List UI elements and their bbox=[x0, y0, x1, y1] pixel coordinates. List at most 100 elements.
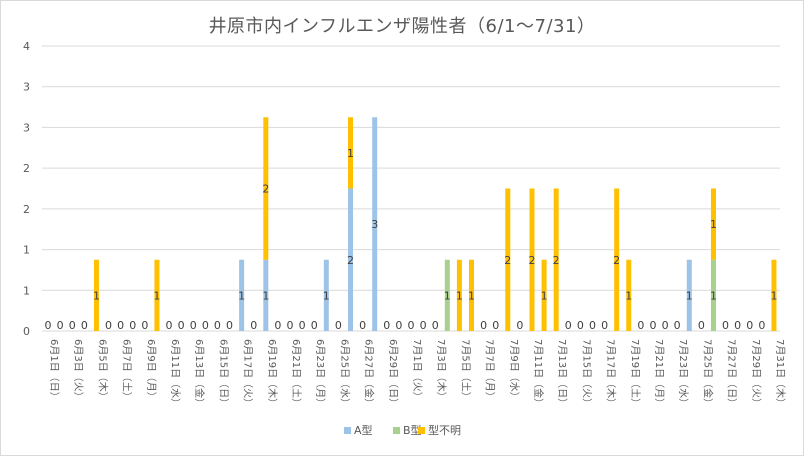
data-label: 1 bbox=[710, 289, 717, 302]
data-label: 0 bbox=[190, 319, 197, 332]
data-label: 2 bbox=[528, 254, 535, 267]
bar-segment bbox=[348, 188, 354, 331]
data-label: 1 bbox=[686, 289, 693, 302]
data-label: 0 bbox=[274, 319, 281, 332]
data-label: 1 bbox=[625, 289, 632, 302]
y-tick-label: 0 bbox=[23, 325, 30, 338]
x-tick-label: 7月23日（水） bbox=[677, 339, 689, 408]
bar-segment bbox=[263, 117, 269, 260]
data-label: 0 bbox=[565, 319, 572, 332]
x-tick-label: 7月21日（月） bbox=[653, 339, 665, 408]
data-label: 0 bbox=[141, 319, 148, 332]
bar-segment bbox=[323, 259, 329, 331]
x-tick-label: 6月27日（金） bbox=[363, 339, 376, 408]
data-label: 0 bbox=[45, 319, 52, 332]
data-label: 1 bbox=[456, 289, 463, 302]
y-tick-label: 4 bbox=[23, 40, 30, 53]
bar-segment bbox=[686, 259, 692, 331]
bar-segment bbox=[93, 259, 99, 331]
data-label: 1 bbox=[468, 289, 475, 302]
x-tick-label: 7月31日（木） bbox=[774, 339, 786, 408]
data-label: 0 bbox=[516, 319, 523, 332]
data-label: 0 bbox=[395, 319, 402, 332]
x-tick-label: 6月21日（土） bbox=[290, 339, 303, 408]
data-label: 0 bbox=[662, 319, 669, 332]
data-label: 0 bbox=[299, 319, 306, 332]
data-label: 0 bbox=[335, 319, 342, 332]
y-tick-label: 1 bbox=[23, 284, 30, 297]
y-tick-label: 3 bbox=[23, 121, 30, 134]
x-tick-label: 7月25日（金） bbox=[701, 339, 714, 408]
data-label: 0 bbox=[166, 319, 173, 332]
data-label: 0 bbox=[601, 319, 608, 332]
y-tick-label: 1 bbox=[23, 244, 30, 257]
bar-segment bbox=[626, 259, 632, 331]
data-label: 2 bbox=[262, 183, 269, 196]
data-label: 0 bbox=[420, 319, 427, 332]
data-label: 3 bbox=[371, 218, 378, 231]
data-label: 2 bbox=[553, 254, 560, 267]
x-tick-label: 6月5日（木） bbox=[96, 339, 108, 402]
data-label: 0 bbox=[432, 319, 439, 332]
data-label: 0 bbox=[722, 319, 729, 332]
data-label: 0 bbox=[698, 319, 705, 332]
bar-segment bbox=[456, 259, 462, 331]
x-tick-label: 7月13日（日） bbox=[556, 339, 568, 408]
legend-swatch bbox=[418, 427, 425, 434]
x-tick-label: 7月7日（月） bbox=[484, 339, 496, 402]
x-tick-label: 6月3日（火） bbox=[72, 339, 84, 402]
data-label: 0 bbox=[480, 319, 487, 332]
data-label: 0 bbox=[577, 319, 584, 332]
data-label: 1 bbox=[770, 289, 777, 302]
data-label: 0 bbox=[226, 319, 233, 332]
x-tick-label: 6月1日（日） bbox=[48, 339, 60, 402]
data-label: 0 bbox=[214, 319, 221, 332]
data-label: 0 bbox=[383, 319, 390, 332]
data-label: 0 bbox=[492, 319, 499, 332]
legend-swatch bbox=[344, 427, 351, 434]
data-label: 0 bbox=[637, 319, 644, 332]
bar-segment bbox=[263, 259, 269, 331]
bar-segment bbox=[239, 259, 245, 331]
legend-label: B型 bbox=[403, 423, 422, 437]
data-label: 0 bbox=[250, 319, 257, 332]
bar-segment bbox=[468, 259, 474, 331]
x-tick-label: 7月3日（木） bbox=[435, 339, 447, 402]
x-tick-label: 7月27日（日） bbox=[726, 339, 738, 408]
data-label: 0 bbox=[649, 319, 656, 332]
x-tick-label: 7月29日（火） bbox=[750, 339, 762, 408]
bar-segment bbox=[614, 188, 620, 331]
legend-label: A型 bbox=[354, 423, 373, 437]
data-label: 1 bbox=[347, 147, 354, 160]
data-label: 1 bbox=[153, 289, 160, 302]
y-tick-label: 2 bbox=[23, 203, 30, 216]
data-label: 2 bbox=[504, 254, 511, 267]
x-tick-label: 6月29日（日） bbox=[387, 339, 399, 408]
bar-segment bbox=[553, 188, 559, 331]
data-label: 0 bbox=[57, 319, 64, 332]
y-tick-label: 3 bbox=[23, 81, 30, 94]
x-tick-label: 6月17日（火） bbox=[242, 339, 254, 408]
data-label: 0 bbox=[311, 319, 318, 332]
data-label: 0 bbox=[117, 319, 124, 332]
data-label: 0 bbox=[178, 319, 185, 332]
x-tick-label: 6月25日（水） bbox=[338, 339, 350, 408]
data-label: 1 bbox=[238, 289, 245, 302]
bar-segment bbox=[710, 188, 716, 260]
x-tick-label: 7月9日（水） bbox=[508, 339, 520, 402]
data-label: 0 bbox=[69, 319, 76, 332]
x-tick-label: 7月5日（土） bbox=[459, 339, 472, 402]
data-label: 0 bbox=[359, 319, 366, 332]
data-label: 2 bbox=[613, 254, 620, 267]
x-tick-label: 7月11日（金） bbox=[532, 339, 545, 408]
data-label: 0 bbox=[81, 319, 88, 332]
data-label: 1 bbox=[262, 289, 269, 302]
data-label: 0 bbox=[589, 319, 596, 332]
x-tick-label: 6月11日（水） bbox=[169, 339, 181, 408]
bar-segment bbox=[529, 188, 535, 331]
x-tick-label: 6月13日（金） bbox=[193, 339, 206, 408]
x-tick-label: 7月15日（火） bbox=[580, 339, 592, 408]
chart-title: 井原市内インフルエンザ陽性者（6/1～7/31） bbox=[208, 16, 596, 37]
data-label: 0 bbox=[287, 319, 294, 332]
